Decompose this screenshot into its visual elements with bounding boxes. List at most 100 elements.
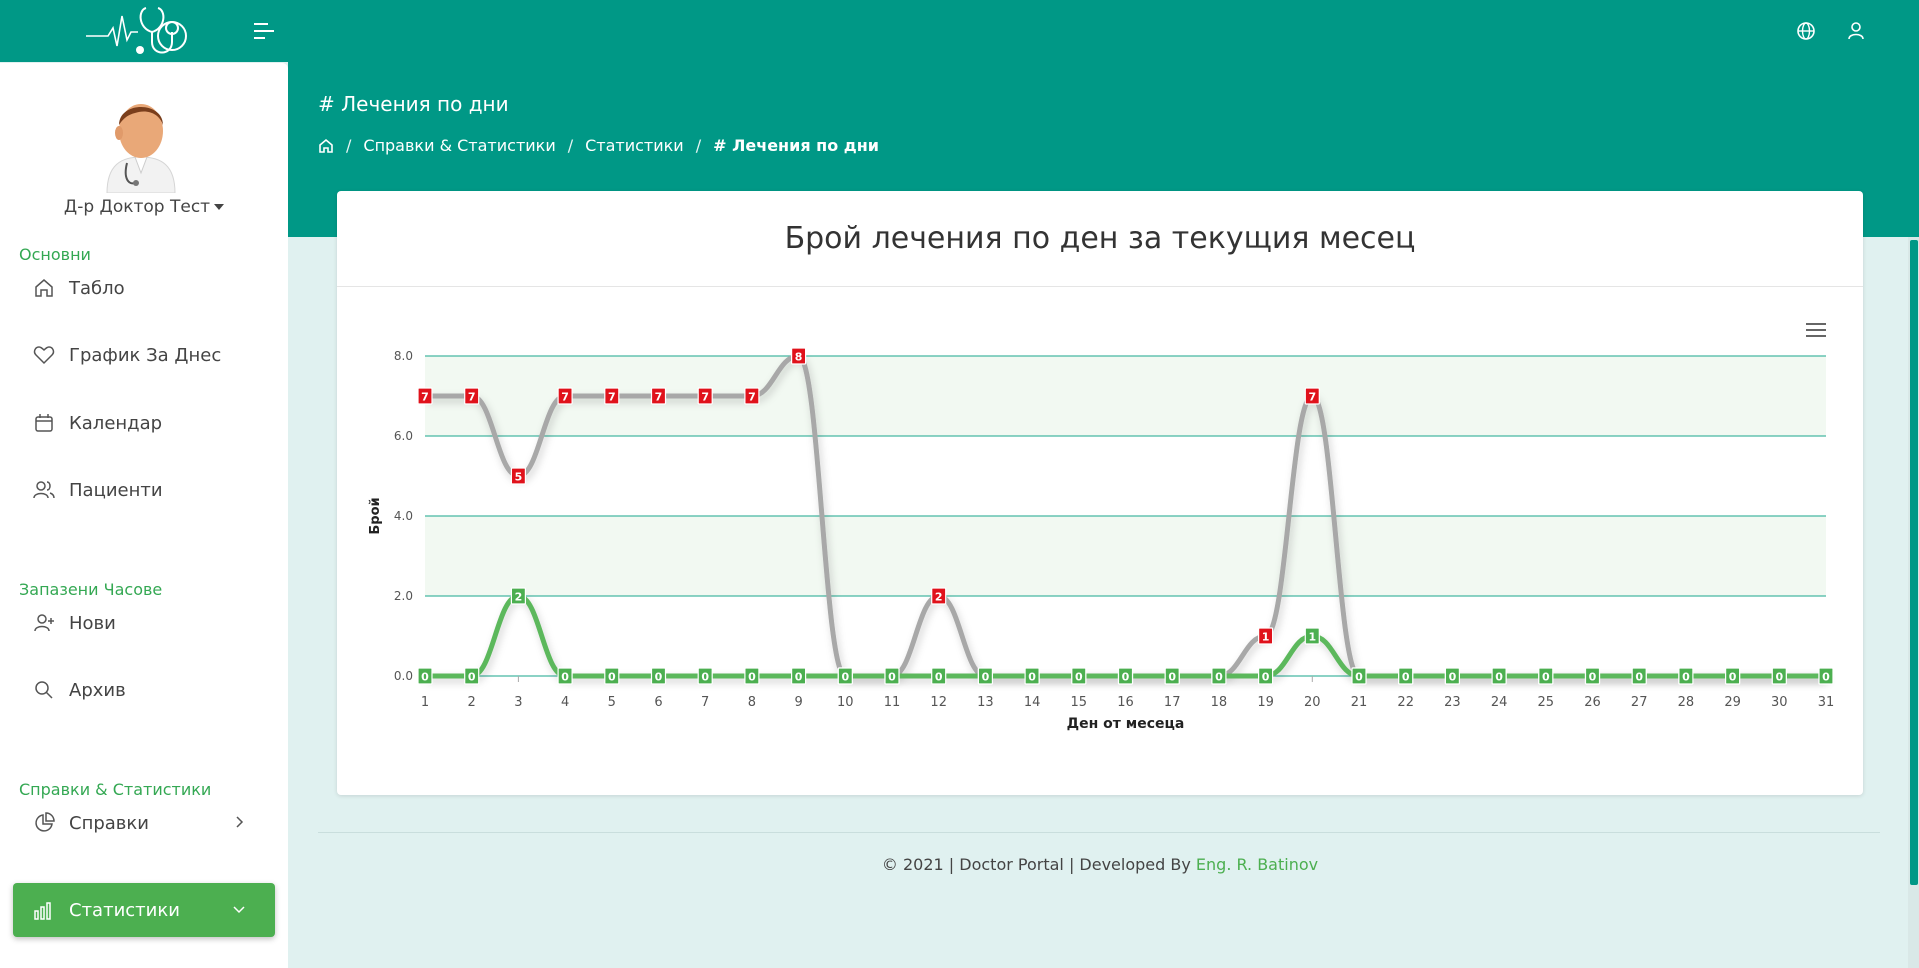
sidebar-item-label: Календар <box>69 412 163 434</box>
section-title-reports: Справки & Статистики <box>19 780 212 799</box>
footer: © 2021 | Doctor Portal | Developed By En… <box>0 855 1919 874</box>
data-label-box <box>464 667 480 685</box>
breadcrumb-link-reports[interactable]: Справки & Статистики <box>363 136 556 155</box>
sidebar-item-statistics[interactable]: Статистики <box>13 883 275 937</box>
data-label: 7 <box>608 391 616 404</box>
data-label: 0 <box>1028 671 1036 684</box>
data-label-box <box>977 667 994 685</box>
sidebar-item-new[interactable]: Нови <box>13 597 275 649</box>
footer-text: © 2021 | Doctor Portal | Developed By <box>881 855 1196 874</box>
menu-toggle-icon[interactable] <box>252 20 276 42</box>
y-tick-label: 8.0 <box>394 349 413 363</box>
sidebar-item-label: Нови <box>69 612 116 634</box>
x-tick-label: 16 <box>1117 695 1134 710</box>
data-label-box <box>1538 667 1554 685</box>
x-tick-label: 2 <box>468 695 476 710</box>
x-axis-label: Ден от месеца <box>1067 716 1185 732</box>
data-label: 0 <box>888 671 896 684</box>
x-tick-label: 7 <box>701 695 709 710</box>
data-label: 0 <box>1495 671 1503 684</box>
footer-divider <box>318 832 1880 833</box>
section-title-appointments: Запазени Часове <box>19 580 163 599</box>
data-label: 0 <box>1262 671 1270 684</box>
breadcrumb-separator: / <box>346 136 352 155</box>
data-label: 7 <box>561 391 569 404</box>
x-tick-label: 8 <box>748 695 756 710</box>
sidebar-item-label: Пациенти <box>69 479 163 501</box>
data-label-box <box>1257 627 1274 645</box>
data-label-box <box>1444 667 1461 685</box>
x-tick-label: 9 <box>794 695 802 710</box>
data-label-box <box>510 467 526 485</box>
user-name: Д-р Доктор Тест <box>63 197 211 217</box>
x-tick-label: 25 <box>1538 695 1555 710</box>
data-label: 0 <box>982 671 990 684</box>
user-menu[interactable]: Д-р Доктор Тест <box>0 197 288 217</box>
data-label: 0 <box>1402 671 1410 684</box>
data-label-box <box>1071 667 1087 685</box>
data-label: 0 <box>935 671 943 684</box>
data-label: 7 <box>1308 391 1316 404</box>
breadcrumb-separator: / <box>567 136 574 155</box>
x-tick-label: 1 <box>421 695 429 710</box>
sidebar-item-label: Табло <box>69 277 125 299</box>
data-label: 0 <box>1542 671 1550 684</box>
user-plus-icon <box>34 614 54 632</box>
calendar-icon <box>35 414 53 432</box>
data-label-box <box>931 667 947 685</box>
data-label: 0 <box>1682 671 1690 684</box>
doctor-avatar[interactable] <box>99 93 183 193</box>
x-tick-label: 21 <box>1351 695 1368 710</box>
data-label-box <box>837 667 853 685</box>
x-tick-label: 22 <box>1397 695 1414 710</box>
data-label-box <box>1351 667 1367 685</box>
data-label-box <box>1304 387 1320 405</box>
user-icon[interactable] <box>1845 20 1867 42</box>
breadcrumb-link-statistics[interactable]: Статистики <box>585 136 684 155</box>
data-label-box <box>1724 667 1741 685</box>
sidebar-item-reports[interactable]: Справки <box>13 797 275 849</box>
data-label-box <box>791 347 807 365</box>
x-tick-label: 26 <box>1584 695 1601 710</box>
x-tick-label: 10 <box>837 695 854 710</box>
home-icon[interactable] <box>318 138 334 154</box>
top-bar <box>0 0 1919 62</box>
data-label: 0 <box>748 671 756 684</box>
data-label: 1 <box>1308 631 1316 644</box>
series-line-1 <box>425 593 1826 679</box>
data-label-box <box>464 387 480 405</box>
x-tick-label: 18 <box>1211 695 1228 710</box>
footer-author-link[interactable]: Eng. R. Batinov <box>1195 855 1319 874</box>
sidebar-item-today-schedule[interactable]: График За Днес <box>13 329 275 381</box>
sidebar-item-label: Архив <box>69 679 126 701</box>
sidebar-item-patients[interactable]: Пациенти <box>13 464 275 516</box>
chart-menu-icon[interactable] <box>1805 321 1827 339</box>
breadcrumb-current: # Лечения по дни <box>713 136 879 155</box>
chevron-right-icon <box>236 816 244 828</box>
data-label: 0 <box>1449 671 1457 684</box>
data-label-box <box>1818 667 1834 685</box>
globe-icon[interactable] <box>1795 20 1817 42</box>
breadcrumb: / Справки & Статистики / Статистики / # … <box>318 136 879 155</box>
sidebar: Д-р Доктор Тест Основни Табло График За … <box>0 63 288 968</box>
data-label: 2 <box>515 591 523 604</box>
data-label: 0 <box>701 671 709 684</box>
x-tick-label: 13 <box>977 695 994 710</box>
x-tick-label: 24 <box>1491 695 1508 710</box>
x-tick-label: 20 <box>1304 695 1321 710</box>
sidebar-item-calendar[interactable]: Календар <box>13 397 275 449</box>
sidebar-item-dashboard[interactable]: Табло <box>13 262 275 314</box>
sidebar-item-label: Статистики <box>69 899 180 921</box>
data-label-box <box>1304 627 1320 645</box>
data-label: 5 <box>515 471 523 484</box>
data-label-box <box>697 387 713 405</box>
data-label: 0 <box>1635 671 1643 684</box>
x-tick-label: 17 <box>1164 695 1181 710</box>
stethoscope-logo-icon[interactable] <box>86 2 198 58</box>
scrollbar-thumb[interactable] <box>1910 240 1918 885</box>
data-label-box <box>931 587 947 605</box>
data-label: 7 <box>748 391 756 404</box>
search-icon <box>35 681 53 699</box>
sidebar-item-archive[interactable]: Архив <box>13 664 275 716</box>
sidebar-item-label: График За Днес <box>69 344 222 366</box>
